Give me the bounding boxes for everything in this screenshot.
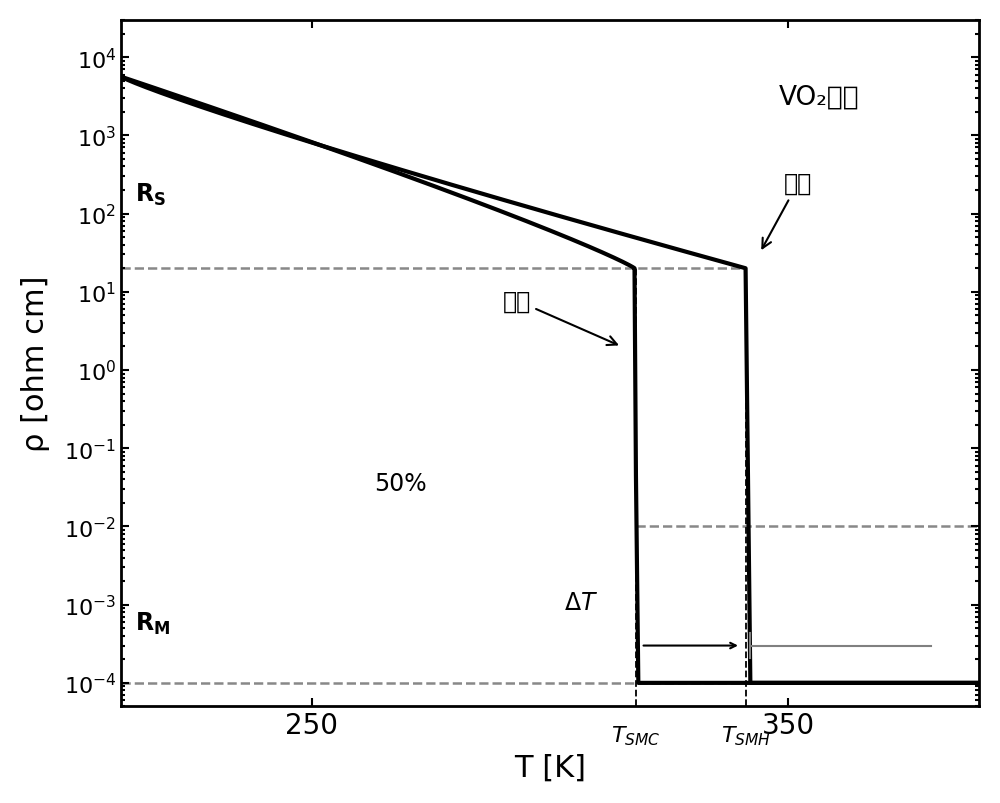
Text: $\Delta T$: $\Delta T$ <box>564 591 599 614</box>
Text: VO₂单晶: VO₂单晶 <box>779 84 860 110</box>
Text: 50%: 50% <box>374 471 426 495</box>
Text: $T_{SMC}$: $T_{SMC}$ <box>611 724 661 748</box>
Text: 降温: 降温 <box>502 289 617 345</box>
X-axis label: T [K]: T [K] <box>514 753 586 782</box>
Text: 升温: 升温 <box>762 172 812 249</box>
Text: $T_{SMH}$: $T_{SMH}$ <box>721 724 771 748</box>
Text: $\mathbf{R_M}$: $\mathbf{R_M}$ <box>135 609 171 636</box>
Y-axis label: ρ [ohm cm]: ρ [ohm cm] <box>21 275 50 452</box>
Text: $\mathbf{R_S}$: $\mathbf{R_S}$ <box>135 182 166 208</box>
